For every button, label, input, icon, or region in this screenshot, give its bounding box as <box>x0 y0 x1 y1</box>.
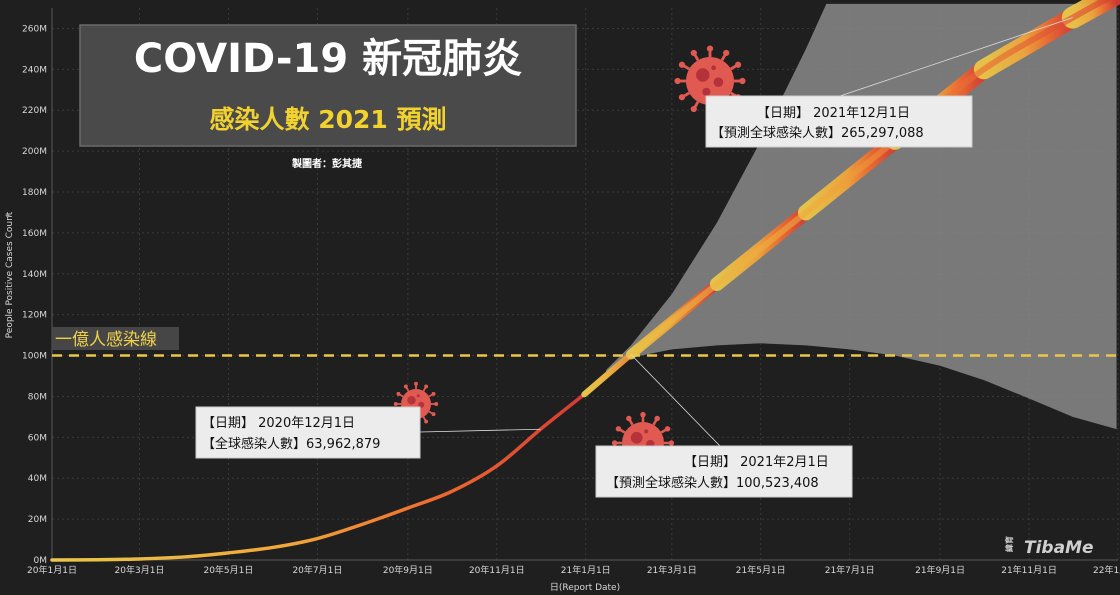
virus-spike-tip <box>431 412 436 417</box>
x-tick-label: 20年3月1日 <box>115 564 165 576</box>
virus-spike-tip <box>678 94 686 101</box>
annotation-leader-line <box>630 354 721 447</box>
y-tick-label: 120M <box>22 311 47 321</box>
virus-spike-tip <box>424 419 429 424</box>
virus-spike-tip <box>393 402 398 406</box>
y-axis-title: People Positive Cases Count <box>5 211 15 338</box>
virus-spike-tip <box>734 61 742 68</box>
x-tick-label: 21年11月1日 <box>1001 564 1057 576</box>
x-tick-label: 20年1月1日 <box>27 564 77 576</box>
virus-spike-tip <box>615 426 622 432</box>
author-credit: 製圖者：彭其捷 <box>291 157 363 170</box>
y-tick-label: 220M <box>22 106 47 116</box>
annotation-dec-2020: 【日期】 2020年12月1日 【全球感染人數】63,962,879 <box>195 406 421 459</box>
virus-spot <box>713 77 724 87</box>
virus-spike-tip <box>690 105 697 113</box>
virus-spot <box>407 396 416 405</box>
virus-spot <box>418 401 425 408</box>
annotation-dec-2020-value: 【全球感染人數】63,962,879 <box>202 436 380 452</box>
reference-label-bg <box>52 327 179 350</box>
annotation-dec-2020-date: 【日期】 2020年12月1日 <box>202 416 355 431</box>
annotation-dec-2021: 【日期】 2021年12月1日 【預測全球感染人數】265,297,088 <box>705 95 973 148</box>
forecast-interval-band <box>606 3 1117 430</box>
virus-spot <box>711 65 716 71</box>
y-tick-label: 180M <box>22 188 47 198</box>
virus-spike-tip <box>414 381 418 386</box>
x-tick-label: 21年5月1日 <box>736 564 786 576</box>
annotation-leader-line <box>839 17 1073 97</box>
pin-icon: ✦ <box>4 212 12 222</box>
title-box: COVID-19 新冠肺炎 感染人數 2021 預測 <box>79 24 577 147</box>
watermark-small-text: 緯育 <box>1004 536 1014 552</box>
virus-spot <box>702 87 711 96</box>
y-tick-label: 0M <box>34 556 48 566</box>
tibame-watermark: 緯育 TibaMe <box>1004 536 1094 558</box>
annotation-leaders <box>419 17 1073 447</box>
virus-spike-tip <box>396 391 401 396</box>
virus-spike-tip <box>723 49 730 57</box>
watermark-logo-text: TibaMe <box>1024 538 1094 558</box>
virus-spike-tip <box>611 440 618 446</box>
x-tick-label: 21年7月1日 <box>825 564 875 576</box>
virus-spike-tip <box>690 49 697 57</box>
virus-spike-tip <box>706 45 714 52</box>
y-tick-label: 200M <box>22 147 47 157</box>
virus-spike-tip <box>626 415 632 422</box>
x-tick-label: 22年1月1日 <box>1093 564 1120 576</box>
x-tick-label: 21年1月1日 <box>561 564 611 576</box>
y-tick-label: 160M <box>22 229 47 239</box>
virus-spike-tip <box>434 402 439 406</box>
virus-spike-tip <box>654 415 660 422</box>
chart-subtitle: 感染人數 2021 預測 <box>210 105 447 134</box>
y-tick-label: 140M <box>22 270 47 280</box>
x-tick-label: 20年9月1日 <box>383 564 433 576</box>
y-tick-label: 240M <box>22 65 47 75</box>
y-tick-label: 60M <box>28 433 47 443</box>
virus-spot <box>644 429 649 434</box>
x-tick-label: 21年3月1日 <box>647 564 697 576</box>
annotation-dec-2021-date: 【日期】 2021年12月1日 <box>757 106 910 121</box>
x-tick-label: 21年9月1日 <box>915 564 965 576</box>
x-axis-title: 日(Report Date) <box>550 582 620 593</box>
annotation-feb-2021-date: 【日期】 2021年2月1日 <box>684 455 829 470</box>
forecast-band <box>606 3 1117 430</box>
virus-spot <box>630 431 643 444</box>
y-tick-label: 260M <box>22 24 47 34</box>
reference-label: 一億人感染線 <box>55 330 157 350</box>
virus-spike-tip <box>664 426 671 432</box>
forecast-cases-line <box>582 0 1112 397</box>
virus-spike-tip <box>403 384 408 389</box>
virus-spike-tip <box>640 411 646 418</box>
virus-spike-tip <box>674 77 681 85</box>
virus-spike-tip <box>431 391 436 396</box>
virus-body <box>686 57 734 105</box>
actual-cases-line <box>50 392 587 562</box>
y-tick-label: 80M <box>28 392 47 402</box>
chart-title: COVID-19 新冠肺炎 <box>134 36 522 82</box>
virus-spike-tip <box>739 77 746 85</box>
x-tick-label: 20年7月1日 <box>292 564 342 576</box>
virus-spot <box>696 68 710 82</box>
annotation-leader-line <box>419 428 541 433</box>
annotation-dec-2021-value: 【預測全球感染人數】265,297,088 <box>711 125 924 141</box>
virus-spike-tip <box>678 61 686 68</box>
y-tick-label: 40M <box>28 474 47 484</box>
x-tick-label: 20年11月1日 <box>469 564 525 576</box>
virus-spot <box>416 394 420 398</box>
axis-ticks: 20年1月1日 20年3月1日 20年5月1日 20年7月1日 20年9月1日 20年11… <box>22 24 1120 576</box>
y-tick-label: 100M <box>22 352 47 362</box>
annotation-feb-2021-value: 【預測全球感染人數】100,523,408 <box>606 475 819 491</box>
annotation-feb-2021: 【日期】 2021年2月1日 【預測全球感染人數】100,523,408 <box>595 445 853 498</box>
virus-spike-tip <box>668 440 675 446</box>
x-tick-label: 20年5月1日 <box>203 564 253 576</box>
virus-spike-tip <box>424 384 429 389</box>
y-tick-label: 20M <box>28 515 47 525</box>
